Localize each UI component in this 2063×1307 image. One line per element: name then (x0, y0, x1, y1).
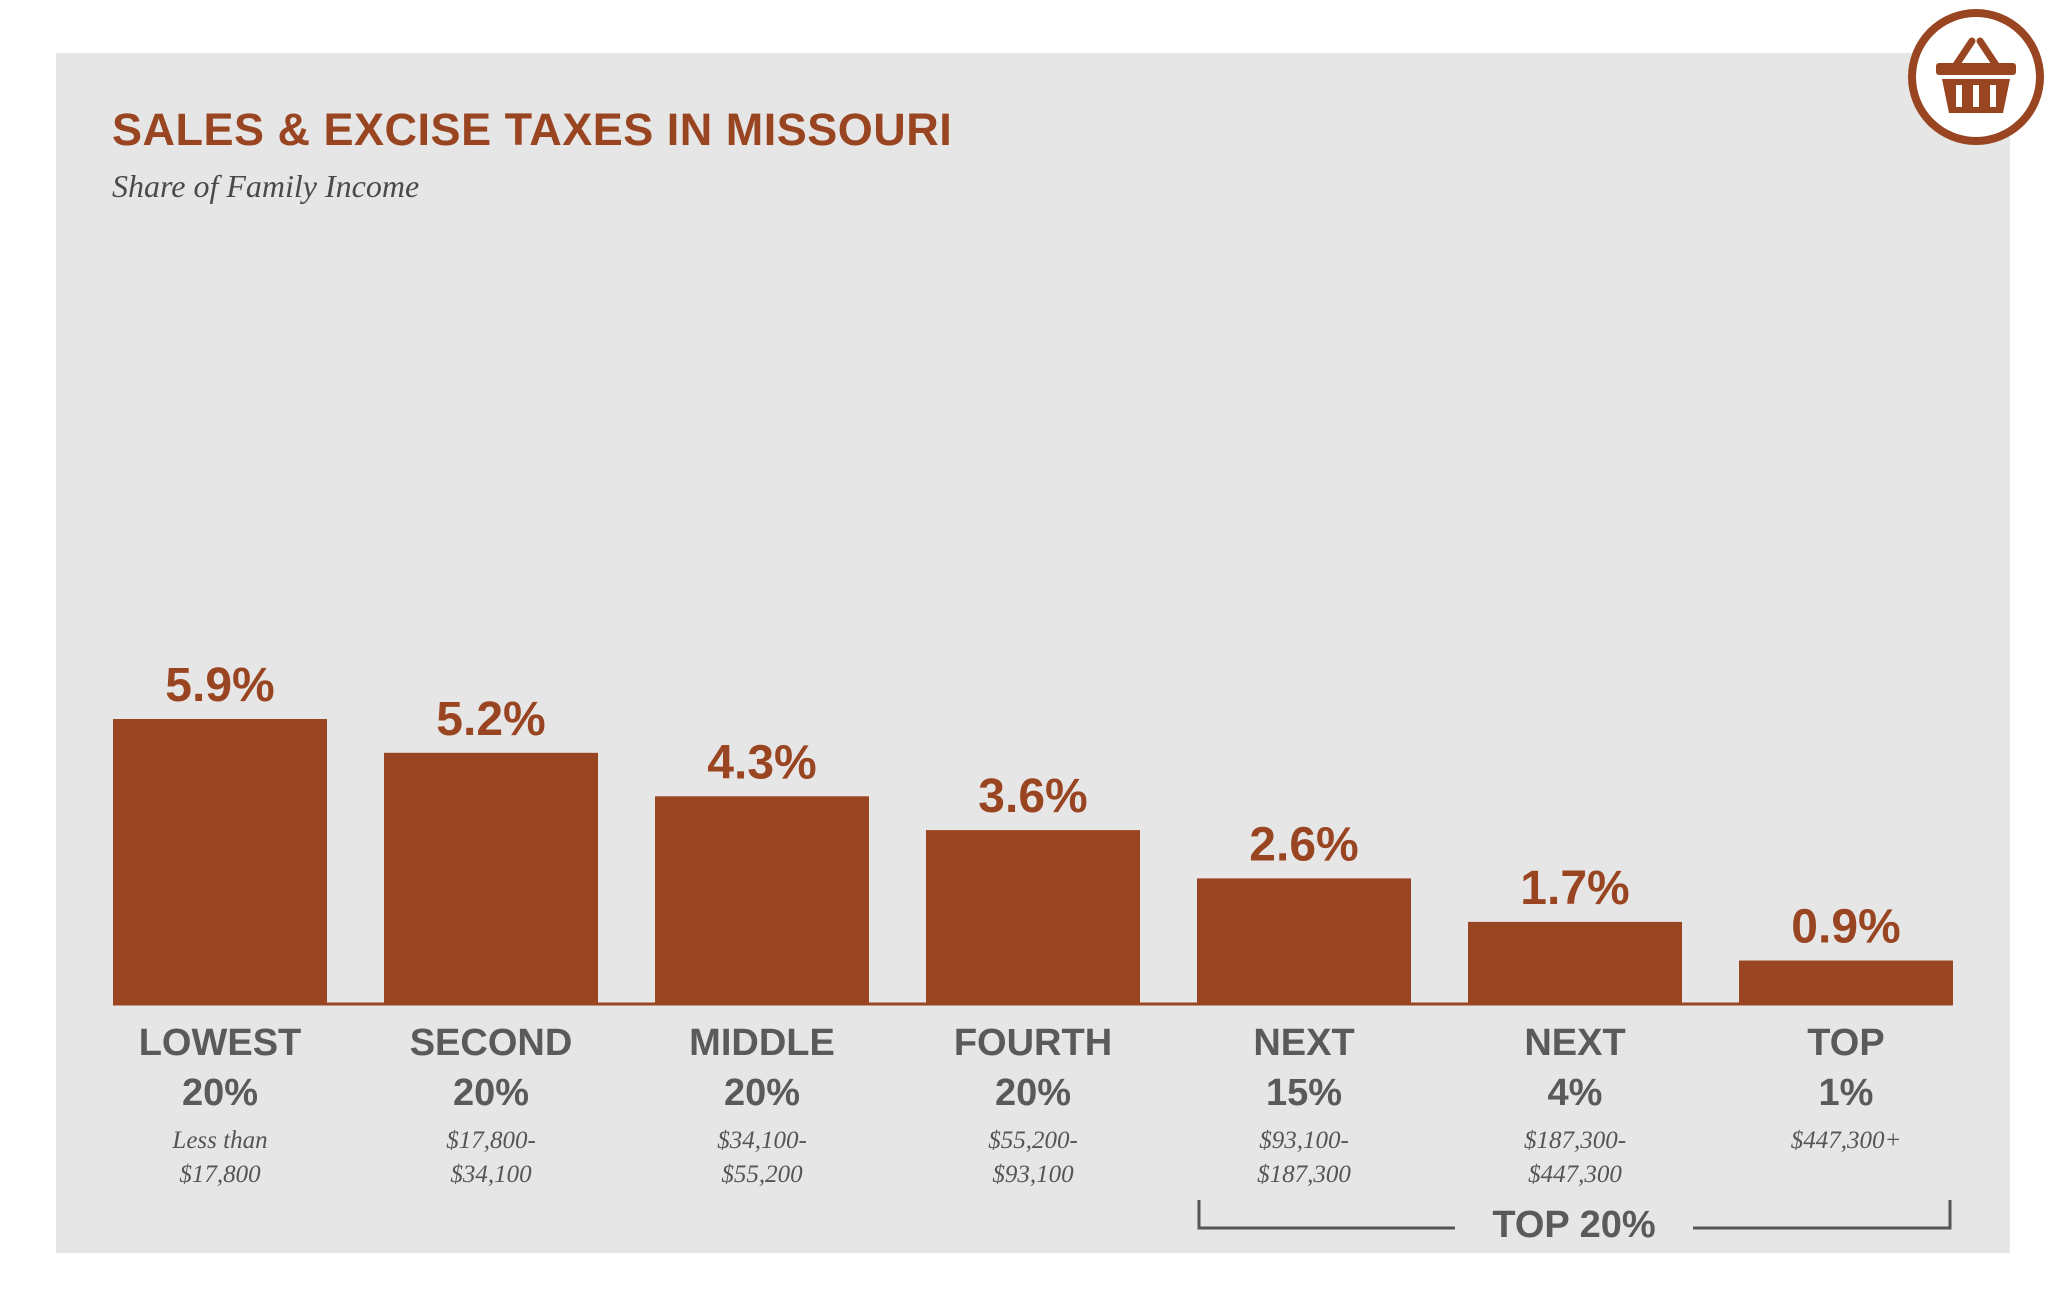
category-income-range: $34,100- $55,200 (717, 1127, 807, 1188)
category-share: 1% (1818, 1072, 1874, 1114)
bar-6 (1739, 960, 1953, 1004)
category-income-range: $447,300+ (1790, 1127, 1902, 1154)
category-share: 4% (1547, 1072, 1603, 1114)
category-label-3: FOURTH 20% $55,200- $93,100 (926, 1018, 1140, 1192)
bar-1 (384, 752, 598, 1004)
bar-2 (655, 796, 869, 1004)
category-share: 20% (452, 1072, 530, 1114)
category-name: MIDDLE (689, 1022, 835, 1064)
category-income-range: $187,300- $447,300 (1523, 1127, 1627, 1188)
bar-4 (1197, 878, 1411, 1004)
category-income-range: $93,100- $187,300 (1257, 1127, 1351, 1188)
value-label-1: 5.2% (436, 693, 545, 746)
top-20-label: TOP 20% (1492, 1204, 1656, 1246)
category-label-1: SECOND 20% $17,800- $34,100 (384, 1018, 598, 1192)
value-label-5: 1.7% (1520, 862, 1629, 915)
category-income-range: $55,200- $93,100 (988, 1127, 1078, 1188)
category-share: 20% (994, 1072, 1072, 1114)
category-name: NEXT (1524, 1022, 1626, 1064)
category-label-4: NEXT 15% $93,100- $187,300 (1197, 1018, 1411, 1192)
category-name: NEXT (1253, 1022, 1355, 1064)
category-label-0: LOWEST 20% Less than $17,800 (113, 1018, 327, 1192)
bar-0 (113, 719, 327, 1004)
category-name: TOP (1807, 1022, 1885, 1064)
value-label-2: 4.3% (707, 736, 816, 789)
category-name: FOURTH (953, 1022, 1113, 1064)
shopping-basket-icon (1908, 9, 2044, 145)
basket-badge (1906, 7, 2046, 147)
category-income-range: Less than $17,800 (172, 1127, 268, 1188)
category-share: 20% (181, 1072, 259, 1114)
category-label-2: MIDDLE 20% $34,100- $55,200 (655, 1018, 869, 1192)
chart-subtitle: Share of Family Income (112, 168, 420, 204)
value-label-0: 5.9% (165, 659, 274, 712)
category-label-5: NEXT 4% $187,300- $447,300 (1468, 1018, 1682, 1192)
category-name: SECOND (409, 1022, 573, 1064)
value-label-6: 0.9% (1791, 901, 1900, 954)
category-label-6: TOP 1% $447,300+ (1739, 1018, 1953, 1158)
chart-title: SALES & EXCISE TAXES IN MISSOURI (112, 104, 953, 155)
value-label-3: 3.6% (978, 770, 1087, 823)
chart-panel (56, 53, 2010, 1253)
value-label-4: 2.6% (1249, 818, 1358, 871)
category-share: 20% (723, 1072, 801, 1114)
category-name: LOWEST (138, 1022, 302, 1064)
category-income-range: $17,800- $34,100 (446, 1127, 536, 1188)
bar-5 (1468, 921, 1682, 1004)
bar-3 (926, 830, 1140, 1004)
category-share: 15% (1265, 1072, 1343, 1114)
